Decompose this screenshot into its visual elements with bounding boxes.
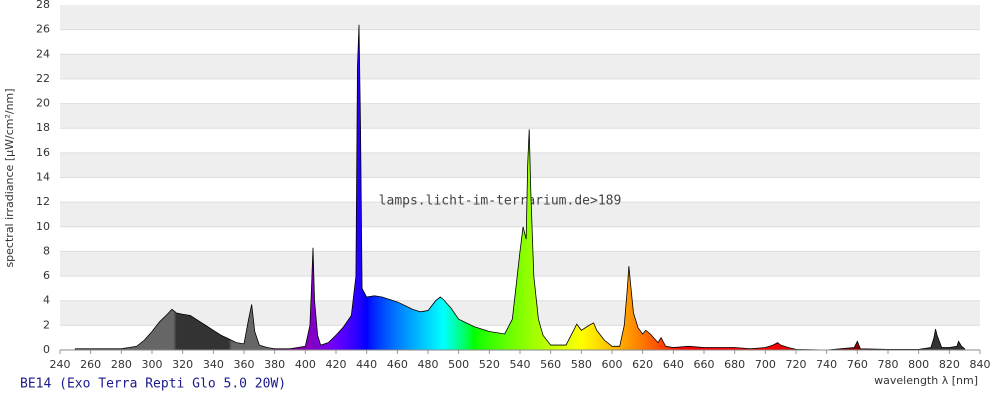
caption: BE14 (Exo Terra Repti Glo 5.0 20W) — [20, 377, 286, 392]
y-tick-label: 6 — [43, 269, 50, 282]
x-tick-label: 700 — [755, 358, 776, 371]
y-tick-label: 2 — [43, 318, 50, 331]
y-axis-label: spectral irradiance [µW/cm²/nm] — [3, 88, 16, 267]
x-tick-label: 800 — [908, 358, 929, 371]
y-tick-label: 26 — [36, 23, 50, 36]
watermark: lamps.licht-im-terrarium.de>189 — [379, 194, 622, 209]
x-tick-label: 420 — [326, 358, 347, 371]
y-tick-label: 28 — [36, 0, 50, 11]
x-tick-label: 740 — [816, 358, 837, 371]
y-tick-label: 20 — [36, 97, 50, 110]
y-tick-label: 10 — [36, 220, 50, 233]
x-tick-label: 260 — [80, 358, 101, 371]
x-tick-label: 540 — [510, 358, 531, 371]
y-tick-label: 16 — [36, 146, 50, 159]
grid-band — [60, 177, 980, 203]
x-tick-label: 280 — [111, 358, 132, 371]
x-tick-label: 760 — [847, 358, 868, 371]
y-tick-label: 22 — [36, 72, 50, 85]
x-tick-label: 440 — [356, 358, 377, 371]
spectrum-area — [74, 24, 966, 351]
x-tick-label: 660 — [694, 358, 715, 371]
x-tick-label: 720 — [786, 358, 807, 371]
x-tick-label: 820 — [939, 358, 960, 371]
grid-band — [60, 128, 980, 153]
grid-band — [60, 54, 980, 79]
y-tick-label: 8 — [43, 244, 50, 257]
x-tick-label: 580 — [571, 358, 592, 371]
x-tick-label: 520 — [479, 358, 500, 371]
x-tick-label: 500 — [448, 358, 469, 371]
grid-band — [60, 78, 980, 104]
y-tick-label: 18 — [36, 121, 50, 134]
x-tick-label: 620 — [632, 358, 653, 371]
x-axis-label: wavelength λ [nm] — [874, 374, 978, 387]
x-tick-label: 560 — [540, 358, 561, 371]
grid-band — [60, 103, 980, 129]
x-tick-label: 380 — [264, 358, 285, 371]
x-tick-label: 840 — [970, 358, 991, 371]
x-tick-label: 600 — [602, 358, 623, 371]
grid-band — [60, 152, 980, 178]
y-tick-label: 0 — [43, 343, 50, 356]
y-tick-label: 4 — [43, 294, 50, 307]
grid-band — [60, 5, 980, 30]
x-tick-label: 320 — [172, 358, 193, 371]
y-tick-label: 24 — [36, 47, 50, 60]
x-tick-label: 460 — [387, 358, 408, 371]
x-tick-label: 400 — [295, 358, 316, 371]
x-tick-label: 340 — [203, 358, 224, 371]
y-tick-label: 14 — [36, 171, 50, 184]
x-tick-label: 480 — [418, 358, 439, 371]
x-tick-label: 360 — [234, 358, 255, 371]
x-tick-label: 240 — [50, 358, 71, 371]
grid-band — [60, 202, 980, 227]
y-tick-label: 12 — [36, 195, 50, 208]
x-tick-label: 680 — [724, 358, 745, 371]
x-tick-label: 300 — [142, 358, 163, 371]
grid-band — [60, 29, 980, 55]
x-tick-label: 780 — [878, 358, 899, 371]
x-tick-label: 640 — [663, 358, 684, 371]
grid-band — [60, 226, 980, 252]
